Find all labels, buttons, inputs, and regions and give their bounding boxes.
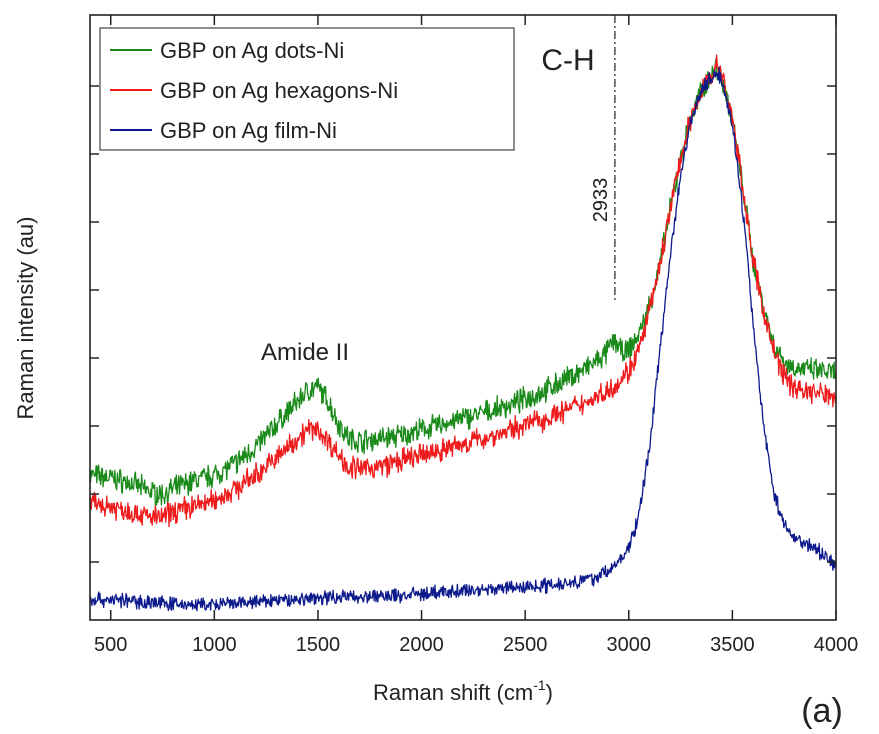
- annotation-c-h: C-H: [541, 44, 594, 77]
- plot-frame: [89, 14, 837, 621]
- x-axis-title: Raman shift (cm-1): [373, 677, 553, 705]
- legend-label-hexagons: GBP on Ag hexagons-Ni: [160, 78, 398, 103]
- annotation-2933: 2933: [590, 178, 612, 223]
- y-axis-title: Raman intensity (au): [13, 217, 38, 420]
- x-axis-ticks: 500 1000 1500 2000 2500 3000 3500 4000: [94, 15, 858, 656]
- legend-label-dots: GBP on Ag dots-Ni: [160, 38, 344, 63]
- x-tick-label-2500: 2500: [503, 634, 548, 656]
- annotation-amide-ii: Amide II: [261, 339, 349, 366]
- x-axis-title-tail: ): [546, 680, 553, 705]
- x-axis-title-superscript: -1: [533, 677, 546, 693]
- x-tick-label-1500: 1500: [296, 634, 341, 656]
- legend-box: [99, 27, 515, 151]
- x-tick-label-4000: 4000: [814, 634, 859, 656]
- series-layer: [90, 54, 836, 612]
- legend: GBP on Ag dots-Ni GBP on Ag hexagons-Ni …: [99, 27, 515, 151]
- x-tick-label-1000: 1000: [192, 634, 237, 656]
- series-line-film: [90, 66, 836, 612]
- x-tick-label-3500: 3500: [710, 634, 755, 656]
- x-tick-label-500: 500: [94, 634, 127, 656]
- y-axis-ticks: [90, 85, 836, 563]
- legend-label-film: GBP on Ag film-Ni: [160, 118, 337, 143]
- series-line-hexagons: [90, 54, 836, 528]
- x-tick-label-3000: 3000: [607, 634, 652, 656]
- x-axis-title-main: Raman shift (cm: [373, 680, 533, 705]
- x-tick-label-2000: 2000: [399, 634, 444, 656]
- panel-label: (a): [801, 692, 843, 730]
